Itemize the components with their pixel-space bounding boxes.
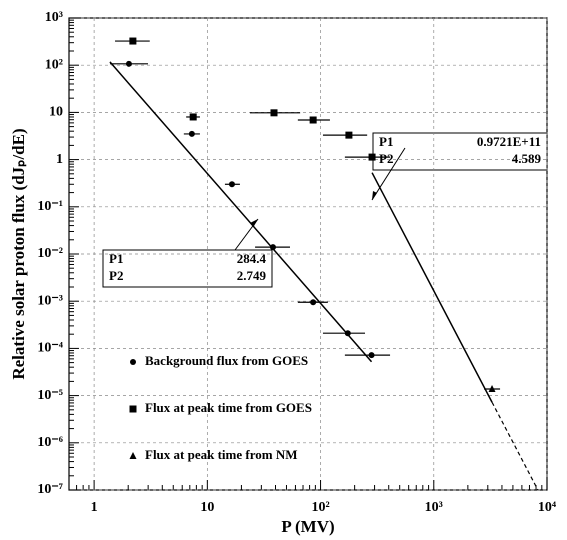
fit-extrapolation xyxy=(491,401,539,490)
fit-line xyxy=(109,61,373,363)
legend-marker xyxy=(129,452,137,459)
fit-param-value: 4.589 xyxy=(512,151,542,166)
y-tick-label: 10² xyxy=(45,57,63,72)
fit-line xyxy=(371,172,493,403)
point xyxy=(270,109,278,117)
fit-param-value: 2.749 xyxy=(237,268,267,283)
y-tick-label: 1 xyxy=(56,152,63,167)
legend-label: Background flux from GOES xyxy=(145,353,308,368)
fit-param-name: P1 xyxy=(379,134,393,149)
y-tick-label: 10⁻⁵ xyxy=(37,388,63,403)
point xyxy=(368,352,375,359)
fit-param-value: 284.4 xyxy=(237,251,267,266)
y-tick-label: 10⁻⁶ xyxy=(37,435,63,450)
legend-marker xyxy=(130,359,136,365)
y-tick-label: 10⁻³ xyxy=(37,293,63,308)
point xyxy=(129,37,137,45)
fit-param-value: 0.9721E+11 xyxy=(477,134,541,149)
legend-marker xyxy=(129,405,137,413)
fit-param-name: P2 xyxy=(109,268,123,283)
y-tick-label: 10⁻¹ xyxy=(37,199,63,214)
x-axis-label: P (MV) xyxy=(281,517,334,536)
point xyxy=(368,153,376,161)
y-tick-label: 10 xyxy=(49,105,63,120)
fit-box xyxy=(102,218,273,288)
x-tick-label: 10⁴ xyxy=(538,500,557,515)
legend-label: Flux at peak time from NM xyxy=(145,447,297,462)
y-axis-label: Relative solar proton flux (dJₚ/dE) xyxy=(9,128,28,379)
y-tick-label: 10⁻⁷ xyxy=(37,482,63,497)
point xyxy=(228,181,235,188)
x-tick-label: 10 xyxy=(200,500,214,515)
fit-param-name: P2 xyxy=(379,151,393,166)
x-tick-label: 10² xyxy=(311,500,329,515)
point xyxy=(310,299,317,306)
point xyxy=(488,384,496,392)
y-tick-label: 10⁻² xyxy=(37,246,63,261)
point xyxy=(345,131,353,139)
point xyxy=(344,330,351,337)
plot-area xyxy=(109,37,539,490)
legend-label: Flux at peak time from GOES xyxy=(145,400,312,415)
point xyxy=(269,244,276,251)
x-tick-label: 10³ xyxy=(425,500,443,515)
fit-param-name: P1 xyxy=(109,251,123,266)
point xyxy=(189,113,197,121)
point xyxy=(188,130,195,137)
y-tick-label: 10³ xyxy=(45,10,63,25)
point xyxy=(125,60,132,67)
point xyxy=(309,116,317,124)
y-tick-label: 10⁻⁴ xyxy=(37,341,63,356)
x-tick-label: 1 xyxy=(91,500,98,515)
